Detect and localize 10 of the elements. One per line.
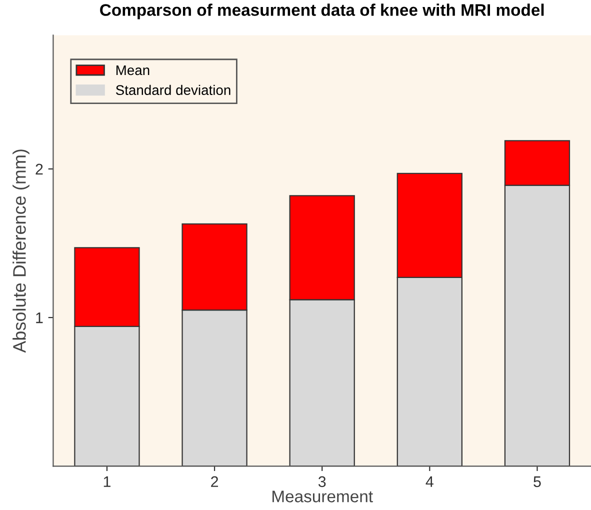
x-tick-label: 5 <box>534 476 541 488</box>
x-tick-label: 1 <box>104 476 110 487</box>
x-tick-label: 2 <box>211 476 218 487</box>
x-axis-title: Measurement <box>272 490 373 502</box>
legend-label: Standard deviation <box>116 84 230 96</box>
x-tick-label: 4 <box>426 476 434 487</box>
chart-title: Comparson of measurment data of knee with MRI model <box>100 4 544 20</box>
x-tick-label: 3 <box>318 476 326 488</box>
legend-label: Mean <box>116 65 150 76</box>
y-axis-title: Absolute Difference (mm) <box>12 150 30 353</box>
